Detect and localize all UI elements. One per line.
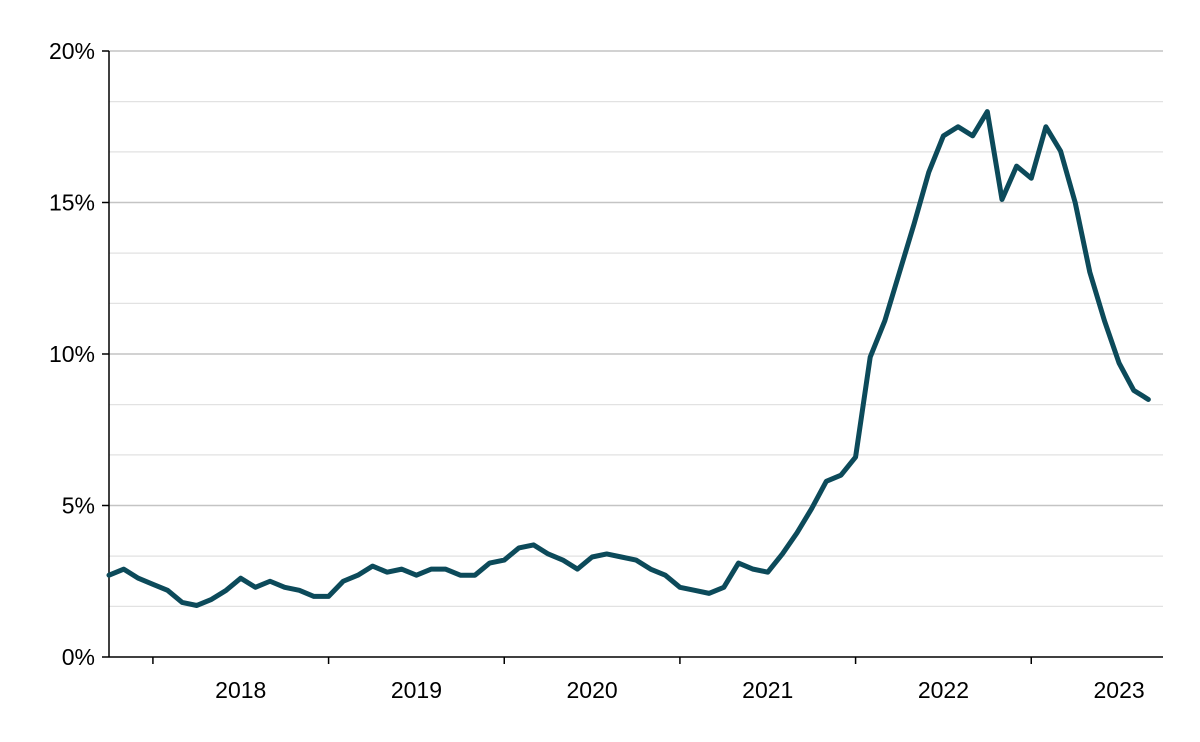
x-tick-label: 2019 [391, 677, 442, 703]
x-tick-label: 2023 [1093, 677, 1144, 703]
axes [102, 50, 1163, 664]
gridlines [109, 50, 1163, 607]
y-tick-label: 15% [49, 190, 95, 216]
y-tick-label: 20% [49, 38, 95, 64]
x-tick-label: 2018 [215, 677, 266, 703]
series-layer [106, 109, 1151, 608]
x-tick-label: 2020 [566, 677, 617, 703]
series-line [106, 109, 1151, 608]
x-tick-label: 2021 [742, 677, 793, 703]
y-tick-label: 5% [62, 493, 95, 519]
y-tick-label: 10% [49, 341, 95, 367]
x-tick-label: 2022 [918, 677, 969, 703]
y-tick-label: 0% [62, 644, 95, 670]
tick-labels: 0% 5% 10% 15% 20% 2018 2019 2020 2021 2022 2023 [49, 38, 1145, 703]
